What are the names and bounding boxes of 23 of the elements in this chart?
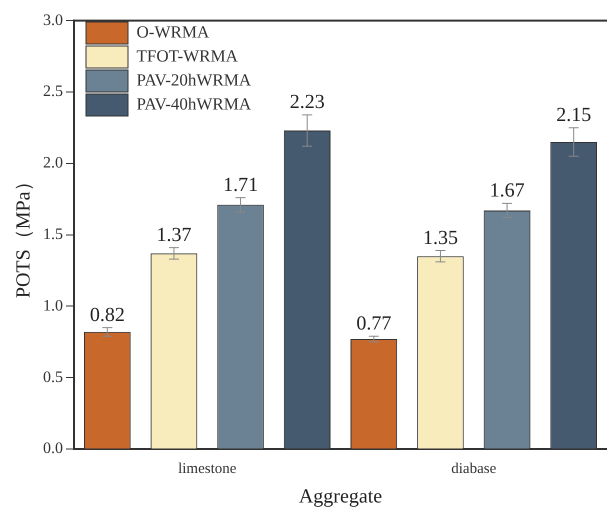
legend-label: PAV-40hWRMA bbox=[136, 94, 252, 114]
data-label: 2.15 bbox=[556, 104, 592, 126]
data-label: 1.71 bbox=[223, 174, 258, 196]
y-tick-label: 1.0 bbox=[43, 297, 63, 314]
legend-label: PAV-20hWRMA bbox=[136, 70, 252, 90]
y-tick-label: 3.0 bbox=[43, 12, 63, 29]
x-tick-label: diabase bbox=[451, 460, 497, 477]
data-label: 0.82 bbox=[90, 304, 125, 326]
legend-label: TFOT-WRMA bbox=[136, 46, 239, 66]
legend-label: O-WRMA bbox=[136, 22, 210, 42]
data-label: 1.35 bbox=[422, 226, 458, 249]
data-label: 2.23 bbox=[290, 91, 325, 114]
x-tick-label: limestone bbox=[178, 460, 237, 477]
y-tick-label: 2.5 bbox=[43, 83, 63, 100]
data-label: 0.77 bbox=[356, 312, 392, 334]
y-axis-title: POTS（MPa） bbox=[12, 171, 34, 298]
y-tick-label: 0.5 bbox=[43, 368, 63, 386]
data-label: 1.67 bbox=[490, 180, 525, 202]
x-axis-title: Aggregate bbox=[298, 485, 382, 508]
y-tick-label: 0.0 bbox=[43, 440, 63, 458]
y-tick-label: 1.5 bbox=[43, 226, 63, 244]
y-tick-label: 2.0 bbox=[43, 154, 63, 172]
data-label: 1.37 bbox=[156, 224, 192, 246]
